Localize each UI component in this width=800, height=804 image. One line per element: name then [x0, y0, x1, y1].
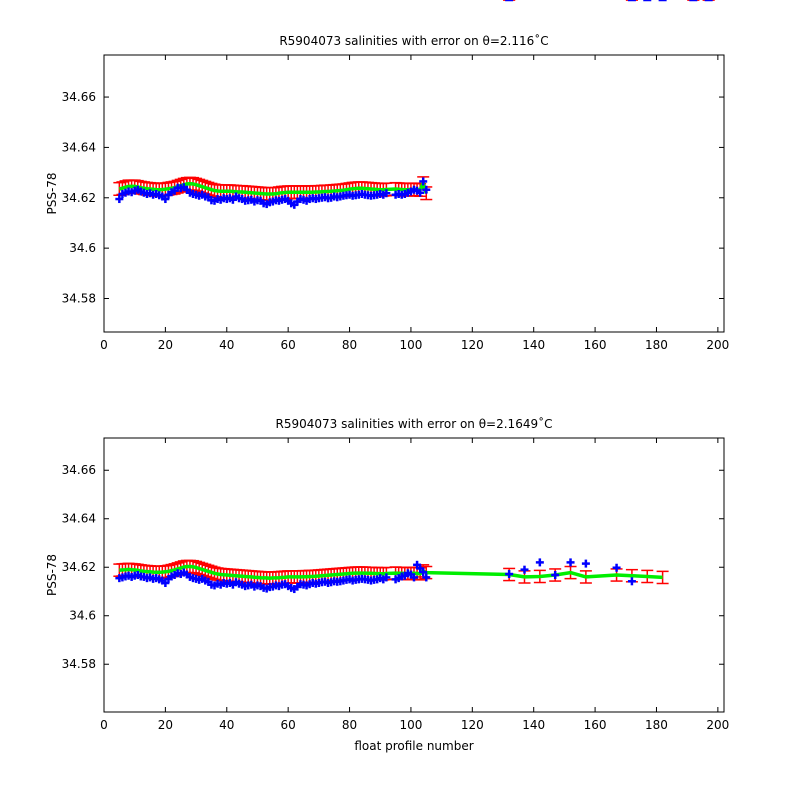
y-tick-label: 34.58	[62, 657, 96, 671]
salinity-point	[416, 188, 425, 197]
x-tick-label: 0	[100, 338, 108, 352]
salinity-point	[419, 177, 428, 186]
x-tick-label: 160	[584, 718, 607, 732]
x-tick-label: 40	[219, 338, 234, 352]
salinity-panel-top: R5904073 salinities with error on θ=2.11…	[45, 0, 729, 352]
x-tick-label: 120	[461, 338, 484, 352]
x-tick-label: 140	[522, 338, 545, 352]
salinity-point	[566, 558, 575, 567]
x-tick-label: 180	[645, 718, 668, 732]
salinity-point	[161, 579, 170, 588]
salinity-point	[551, 571, 560, 579]
fit-line	[118, 181, 428, 196]
error-bar	[656, 570, 669, 585]
x-tick-label: 180	[645, 338, 668, 352]
x-tick-label: 100	[399, 718, 422, 732]
y-tick-label: 34.6	[69, 609, 96, 623]
x-tick-label: 40	[219, 718, 234, 732]
y-axis-label: PSS-78	[45, 554, 59, 596]
x-tick-label: 60	[281, 718, 296, 732]
salinity-point	[520, 565, 529, 574]
x-tick-label: 200	[706, 718, 729, 732]
x-tick-label: 160	[584, 338, 607, 352]
y-tick-label: 34.64	[62, 512, 96, 526]
salinity-point	[535, 558, 544, 567]
x-tick-label: 140	[522, 718, 545, 732]
salinity-point	[382, 573, 391, 582]
plot-area-frame	[103, 54, 725, 333]
chart-title: R5904073 salinities with error on θ=2.16…	[276, 416, 553, 431]
y-tick-label: 34.6	[69, 241, 96, 255]
x-tick-label: 20	[158, 338, 173, 352]
salinity-panel-bottom: R5904073 salinities with error on θ=2.16…	[45, 0, 729, 753]
x-tick-label: 20	[158, 718, 173, 732]
x-axis-label: float profile number	[354, 739, 473, 753]
salinity-point	[419, 568, 428, 577]
y-tick-label: 34.58	[62, 292, 96, 306]
x-tick-label: 80	[342, 338, 357, 352]
y-tick-label: 34.66	[62, 90, 96, 104]
salinity-point	[161, 195, 170, 204]
plot-area-frame	[103, 437, 725, 713]
salinity-point	[627, 577, 636, 586]
y-tick-label: 34.64	[62, 140, 96, 154]
x-tick-label: 0	[100, 718, 108, 732]
salinity-point	[422, 185, 431, 194]
salinity-point	[115, 195, 124, 204]
x-tick-label: 60	[281, 338, 296, 352]
chart-title: R5904073 salinities with error on θ=2.11…	[279, 33, 548, 48]
y-tick-label: 34.62	[62, 560, 96, 574]
x-tick-label: 80	[342, 718, 357, 732]
y-tick-label: 34.62	[62, 191, 96, 205]
salinity-point	[422, 573, 431, 582]
salinity-point	[612, 563, 621, 572]
salinity-point	[410, 573, 418, 582]
salinity-point	[505, 570, 514, 579]
salinity-point	[382, 189, 391, 198]
y-axis-label: PSS-78	[45, 172, 59, 214]
salinity-point	[581, 559, 590, 568]
y-tick-label: 34.66	[62, 463, 96, 477]
x-tick-label: 200	[706, 338, 729, 352]
x-tick-label: 100	[399, 338, 422, 352]
x-tick-label: 120	[461, 718, 484, 732]
